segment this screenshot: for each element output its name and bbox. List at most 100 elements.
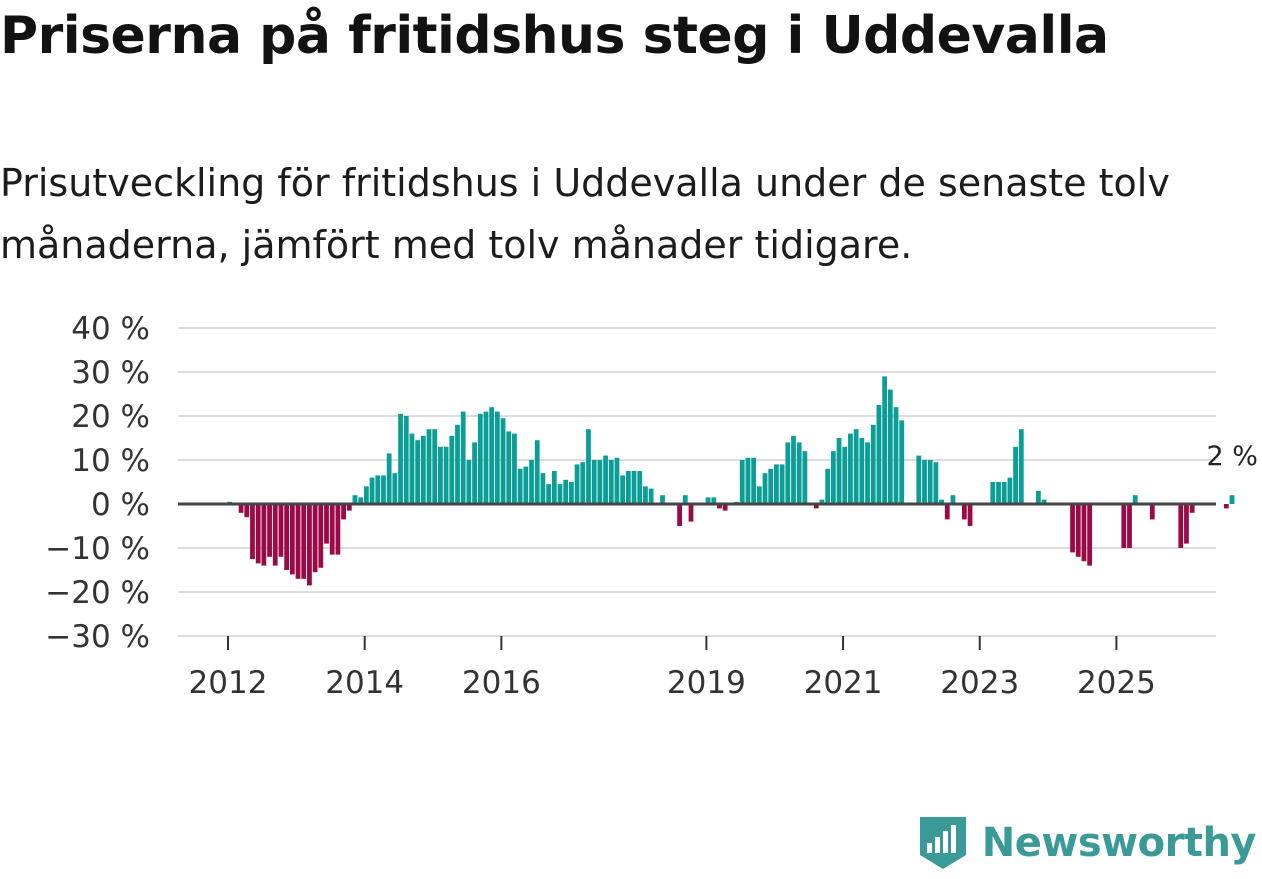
brand-name: Newsworthy — [981, 820, 1257, 866]
bar — [455, 424, 460, 504]
bar — [534, 440, 540, 504]
y-tick-label: −10 % — [45, 531, 150, 567]
bar — [381, 475, 386, 504]
y-tick-label: 0 % — [91, 487, 150, 523]
x-tick-label: 2021 — [804, 665, 883, 701]
bar — [420, 435, 426, 504]
bar — [774, 464, 779, 504]
y-axis-ticks: −30 % −20 % −10 % 0 % 10 % 20 % 30 % 40 % — [45, 311, 150, 655]
bar — [341, 504, 346, 520]
bar — [939, 499, 944, 504]
bar — [1007, 477, 1013, 504]
bar — [848, 433, 853, 504]
bar — [842, 446, 848, 504]
bar — [745, 457, 751, 504]
bar — [375, 475, 381, 504]
bar — [1178, 504, 1184, 548]
bar — [933, 462, 939, 504]
bar — [551, 471, 557, 504]
bar — [637, 471, 643, 504]
bar — [403, 416, 409, 504]
x-tick-label: 2025 — [1077, 665, 1156, 701]
y-tick-label: 10 % — [71, 443, 150, 479]
bar — [409, 433, 415, 504]
bar — [620, 475, 626, 504]
bar — [546, 484, 552, 504]
bar — [870, 424, 876, 504]
bar — [426, 429, 432, 504]
x-tick-label: 2019 — [667, 665, 746, 701]
bar — [500, 418, 506, 504]
brand-logo: Newsworthy — [918, 815, 1257, 871]
bar — [580, 462, 586, 504]
bar — [1013, 446, 1018, 504]
bar — [1184, 504, 1189, 544]
y-tick-label: −20 % — [45, 575, 150, 611]
bar — [996, 482, 1001, 504]
chart-title: Priserna på fritidshus steg i Uddevalla — [0, 6, 1109, 66]
bar — [244, 504, 250, 518]
bar — [717, 504, 722, 509]
bar — [796, 442, 802, 504]
bar — [295, 504, 301, 579]
bar — [739, 460, 745, 504]
bar — [318, 504, 324, 568]
bar — [489, 407, 495, 504]
bar — [1132, 495, 1138, 504]
bar — [284, 504, 290, 570]
bar — [569, 482, 574, 504]
bar — [990, 482, 996, 504]
newsworthy-logo-icon — [919, 817, 966, 869]
bar — [1001, 482, 1007, 504]
bar — [722, 504, 728, 511]
bar — [751, 457, 757, 504]
bar — [369, 477, 375, 504]
bar — [791, 435, 796, 504]
bar — [961, 504, 967, 520]
bar — [523, 466, 529, 504]
bar — [267, 504, 272, 557]
bar — [415, 440, 421, 504]
bar — [711, 497, 717, 504]
bar — [1127, 504, 1132, 548]
bar — [660, 495, 665, 504]
bar — [591, 460, 597, 504]
bar — [1041, 499, 1047, 504]
bar — [950, 495, 956, 504]
bar — [563, 479, 569, 504]
bar — [438, 446, 443, 504]
bar — [443, 446, 449, 504]
bar — [1035, 490, 1041, 504]
bar — [768, 468, 774, 504]
bar — [250, 504, 255, 559]
bar — [460, 411, 466, 504]
bar — [830, 451, 836, 504]
bar — [272, 504, 278, 566]
bar — [432, 429, 438, 504]
bar — [517, 468, 523, 504]
bar — [352, 495, 358, 504]
bar — [512, 433, 517, 504]
bar — [648, 488, 654, 504]
bar — [540, 473, 546, 504]
x-tick-label: 2023 — [940, 665, 1019, 701]
bar — [1189, 504, 1195, 513]
y-tick-label: −30 % — [45, 619, 150, 655]
y-tick-label: 20 % — [71, 399, 150, 435]
bar — [893, 407, 899, 504]
bar — [802, 451, 808, 504]
bar — [927, 460, 933, 504]
bar — [944, 504, 950, 520]
bar — [483, 411, 489, 504]
bar — [529, 460, 534, 504]
bar — [392, 473, 398, 504]
bar — [238, 504, 244, 513]
bar — [597, 460, 603, 504]
bar — [506, 431, 512, 504]
bar — [1229, 495, 1235, 504]
bar — [472, 442, 477, 504]
bar — [916, 455, 922, 504]
bar — [882, 376, 888, 504]
bar — [608, 460, 614, 504]
bar — [358, 497, 364, 504]
